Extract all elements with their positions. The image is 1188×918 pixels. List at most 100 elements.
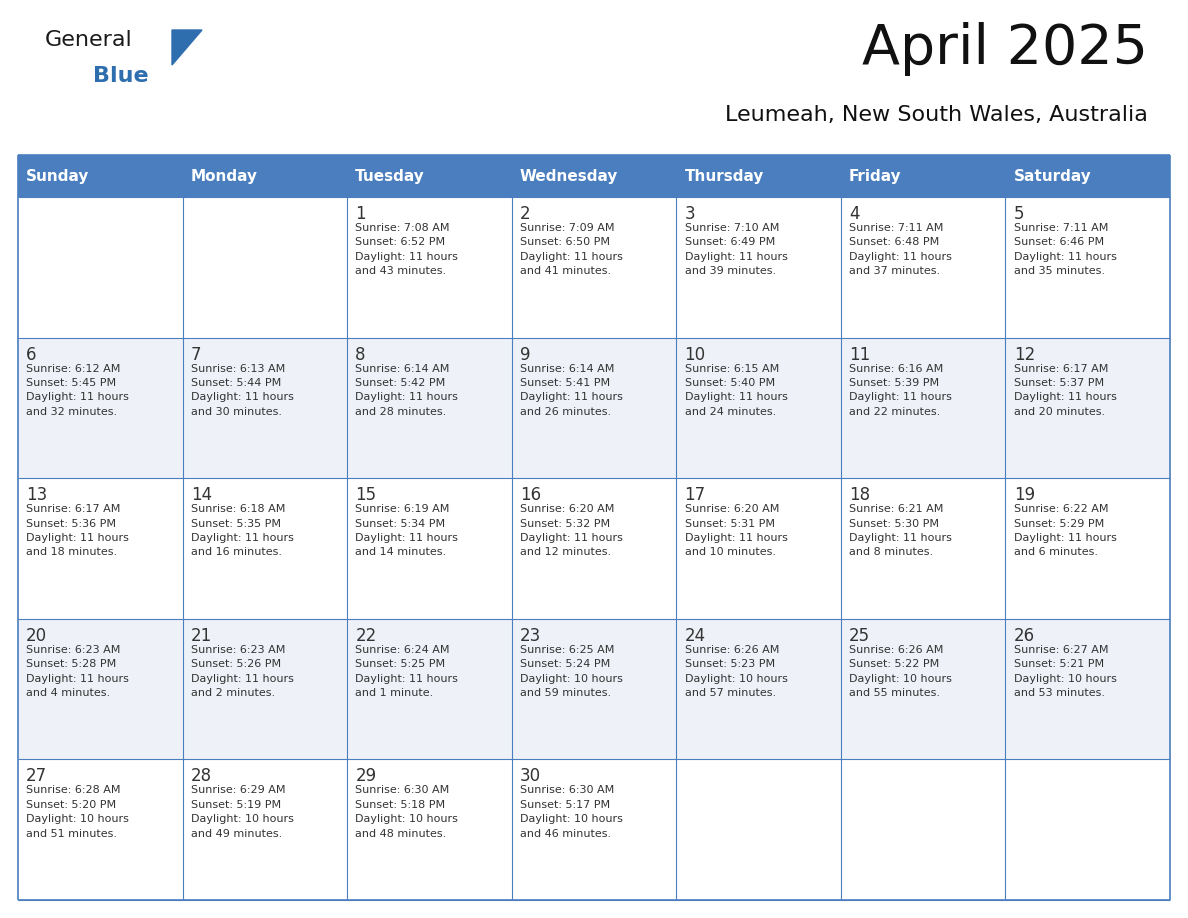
Text: Sunrise: 6:26 AM
Sunset: 5:23 PM
Daylight: 10 hours
and 57 minutes.: Sunrise: 6:26 AM Sunset: 5:23 PM Dayligh… xyxy=(684,644,788,698)
Text: 13: 13 xyxy=(26,487,48,504)
Text: Sunrise: 6:20 AM
Sunset: 5:31 PM
Daylight: 11 hours
and 10 minutes.: Sunrise: 6:20 AM Sunset: 5:31 PM Dayligh… xyxy=(684,504,788,557)
Bar xyxy=(841,619,1005,759)
Text: Sunrise: 6:24 AM
Sunset: 5:25 PM
Daylight: 11 hours
and 1 minute.: Sunrise: 6:24 AM Sunset: 5:25 PM Dayligh… xyxy=(355,644,459,698)
Text: April 2025: April 2025 xyxy=(862,22,1148,76)
Text: Sunrise: 6:25 AM
Sunset: 5:24 PM
Daylight: 10 hours
and 59 minutes.: Sunrise: 6:25 AM Sunset: 5:24 PM Dayligh… xyxy=(520,644,623,698)
Text: Sunrise: 6:20 AM
Sunset: 5:32 PM
Daylight: 11 hours
and 12 minutes.: Sunrise: 6:20 AM Sunset: 5:32 PM Dayligh… xyxy=(520,504,623,557)
Text: 7: 7 xyxy=(191,345,201,364)
Bar xyxy=(841,759,1005,900)
Text: Sunrise: 6:14 AM
Sunset: 5:42 PM
Daylight: 11 hours
and 28 minutes.: Sunrise: 6:14 AM Sunset: 5:42 PM Dayligh… xyxy=(355,364,459,417)
Bar xyxy=(676,197,841,338)
Bar xyxy=(347,619,512,759)
Bar xyxy=(676,759,841,900)
Text: Sunrise: 6:16 AM
Sunset: 5:39 PM
Daylight: 11 hours
and 22 minutes.: Sunrise: 6:16 AM Sunset: 5:39 PM Dayligh… xyxy=(849,364,952,417)
Bar xyxy=(183,619,347,759)
Text: Sunrise: 6:18 AM
Sunset: 5:35 PM
Daylight: 11 hours
and 16 minutes.: Sunrise: 6:18 AM Sunset: 5:35 PM Dayligh… xyxy=(191,504,293,557)
Text: General: General xyxy=(45,30,133,50)
Text: 8: 8 xyxy=(355,345,366,364)
Bar xyxy=(347,478,512,619)
Bar xyxy=(1005,155,1170,197)
Text: Sunrise: 6:23 AM
Sunset: 5:28 PM
Daylight: 11 hours
and 4 minutes.: Sunrise: 6:23 AM Sunset: 5:28 PM Dayligh… xyxy=(26,644,129,698)
Text: Sunrise: 6:23 AM
Sunset: 5:26 PM
Daylight: 11 hours
and 2 minutes.: Sunrise: 6:23 AM Sunset: 5:26 PM Dayligh… xyxy=(191,644,293,698)
Text: Sunrise: 7:10 AM
Sunset: 6:49 PM
Daylight: 11 hours
and 39 minutes.: Sunrise: 7:10 AM Sunset: 6:49 PM Dayligh… xyxy=(684,223,788,276)
Bar xyxy=(841,338,1005,478)
Text: 22: 22 xyxy=(355,627,377,644)
Bar xyxy=(1005,478,1170,619)
Bar xyxy=(512,197,676,338)
Text: Friday: Friday xyxy=(849,169,902,184)
Text: Sunrise: 6:15 AM
Sunset: 5:40 PM
Daylight: 11 hours
and 24 minutes.: Sunrise: 6:15 AM Sunset: 5:40 PM Dayligh… xyxy=(684,364,788,417)
Bar xyxy=(183,478,347,619)
Text: 17: 17 xyxy=(684,487,706,504)
Text: 1: 1 xyxy=(355,205,366,223)
Text: 18: 18 xyxy=(849,487,871,504)
Text: Sunrise: 6:22 AM
Sunset: 5:29 PM
Daylight: 11 hours
and 6 minutes.: Sunrise: 6:22 AM Sunset: 5:29 PM Dayligh… xyxy=(1013,504,1117,557)
Text: 26: 26 xyxy=(1013,627,1035,644)
Bar xyxy=(183,338,347,478)
Bar xyxy=(347,155,512,197)
Bar xyxy=(512,619,676,759)
Text: Sunrise: 6:13 AM
Sunset: 5:44 PM
Daylight: 11 hours
and 30 minutes.: Sunrise: 6:13 AM Sunset: 5:44 PM Dayligh… xyxy=(191,364,293,417)
Bar xyxy=(18,155,183,197)
Text: 4: 4 xyxy=(849,205,860,223)
Text: 14: 14 xyxy=(191,487,211,504)
Bar xyxy=(512,759,676,900)
Bar xyxy=(18,619,183,759)
Text: Sunrise: 6:17 AM
Sunset: 5:37 PM
Daylight: 11 hours
and 20 minutes.: Sunrise: 6:17 AM Sunset: 5:37 PM Dayligh… xyxy=(1013,364,1117,417)
Bar xyxy=(841,478,1005,619)
Text: 20: 20 xyxy=(26,627,48,644)
Text: 10: 10 xyxy=(684,345,706,364)
Text: Thursday: Thursday xyxy=(684,169,764,184)
Text: 6: 6 xyxy=(26,345,37,364)
Text: Sunrise: 6:19 AM
Sunset: 5:34 PM
Daylight: 11 hours
and 14 minutes.: Sunrise: 6:19 AM Sunset: 5:34 PM Dayligh… xyxy=(355,504,459,557)
Bar xyxy=(841,155,1005,197)
Text: Sunrise: 6:17 AM
Sunset: 5:36 PM
Daylight: 11 hours
and 18 minutes.: Sunrise: 6:17 AM Sunset: 5:36 PM Dayligh… xyxy=(26,504,129,557)
Bar xyxy=(512,155,676,197)
Text: 28: 28 xyxy=(191,767,211,786)
Text: 27: 27 xyxy=(26,767,48,786)
Text: 24: 24 xyxy=(684,627,706,644)
Text: 29: 29 xyxy=(355,767,377,786)
Bar xyxy=(676,155,841,197)
Text: Sunrise: 6:27 AM
Sunset: 5:21 PM
Daylight: 10 hours
and 53 minutes.: Sunrise: 6:27 AM Sunset: 5:21 PM Dayligh… xyxy=(1013,644,1117,698)
Bar xyxy=(347,759,512,900)
Text: 9: 9 xyxy=(520,345,531,364)
Bar xyxy=(676,619,841,759)
Text: 25: 25 xyxy=(849,627,871,644)
Bar xyxy=(18,338,183,478)
Text: 3: 3 xyxy=(684,205,695,223)
Bar xyxy=(347,197,512,338)
Bar xyxy=(18,197,183,338)
Bar xyxy=(18,759,183,900)
Text: 19: 19 xyxy=(1013,487,1035,504)
Bar xyxy=(1005,197,1170,338)
Text: 5: 5 xyxy=(1013,205,1024,223)
Text: Sunrise: 6:14 AM
Sunset: 5:41 PM
Daylight: 11 hours
and 26 minutes.: Sunrise: 6:14 AM Sunset: 5:41 PM Dayligh… xyxy=(520,364,623,417)
Text: Saturday: Saturday xyxy=(1013,169,1092,184)
Text: Sunrise: 6:12 AM
Sunset: 5:45 PM
Daylight: 11 hours
and 32 minutes.: Sunrise: 6:12 AM Sunset: 5:45 PM Dayligh… xyxy=(26,364,129,417)
Text: 16: 16 xyxy=(520,487,541,504)
Text: 23: 23 xyxy=(520,627,542,644)
Text: 30: 30 xyxy=(520,767,541,786)
Text: Monday: Monday xyxy=(191,169,258,184)
Bar xyxy=(183,197,347,338)
Text: 12: 12 xyxy=(1013,345,1035,364)
Bar xyxy=(512,478,676,619)
Text: Sunrise: 6:30 AM
Sunset: 5:18 PM
Daylight: 10 hours
and 48 minutes.: Sunrise: 6:30 AM Sunset: 5:18 PM Dayligh… xyxy=(355,786,459,839)
Text: Sunrise: 6:28 AM
Sunset: 5:20 PM
Daylight: 10 hours
and 51 minutes.: Sunrise: 6:28 AM Sunset: 5:20 PM Dayligh… xyxy=(26,786,129,839)
Text: Leumeah, New South Wales, Australia: Leumeah, New South Wales, Australia xyxy=(725,105,1148,125)
Bar xyxy=(1005,338,1170,478)
Text: 21: 21 xyxy=(191,627,211,644)
Bar xyxy=(1005,619,1170,759)
Bar xyxy=(183,759,347,900)
Text: 2: 2 xyxy=(520,205,531,223)
Bar xyxy=(347,338,512,478)
Text: Sunrise: 6:29 AM
Sunset: 5:19 PM
Daylight: 10 hours
and 49 minutes.: Sunrise: 6:29 AM Sunset: 5:19 PM Dayligh… xyxy=(191,786,293,839)
Text: Sunrise: 6:30 AM
Sunset: 5:17 PM
Daylight: 10 hours
and 46 minutes.: Sunrise: 6:30 AM Sunset: 5:17 PM Dayligh… xyxy=(520,786,623,839)
Text: Sunrise: 7:09 AM
Sunset: 6:50 PM
Daylight: 11 hours
and 41 minutes.: Sunrise: 7:09 AM Sunset: 6:50 PM Dayligh… xyxy=(520,223,623,276)
Bar xyxy=(18,478,183,619)
Text: Sunrise: 7:08 AM
Sunset: 6:52 PM
Daylight: 11 hours
and 43 minutes.: Sunrise: 7:08 AM Sunset: 6:52 PM Dayligh… xyxy=(355,223,459,276)
Bar xyxy=(512,338,676,478)
Bar xyxy=(676,478,841,619)
Bar xyxy=(676,338,841,478)
